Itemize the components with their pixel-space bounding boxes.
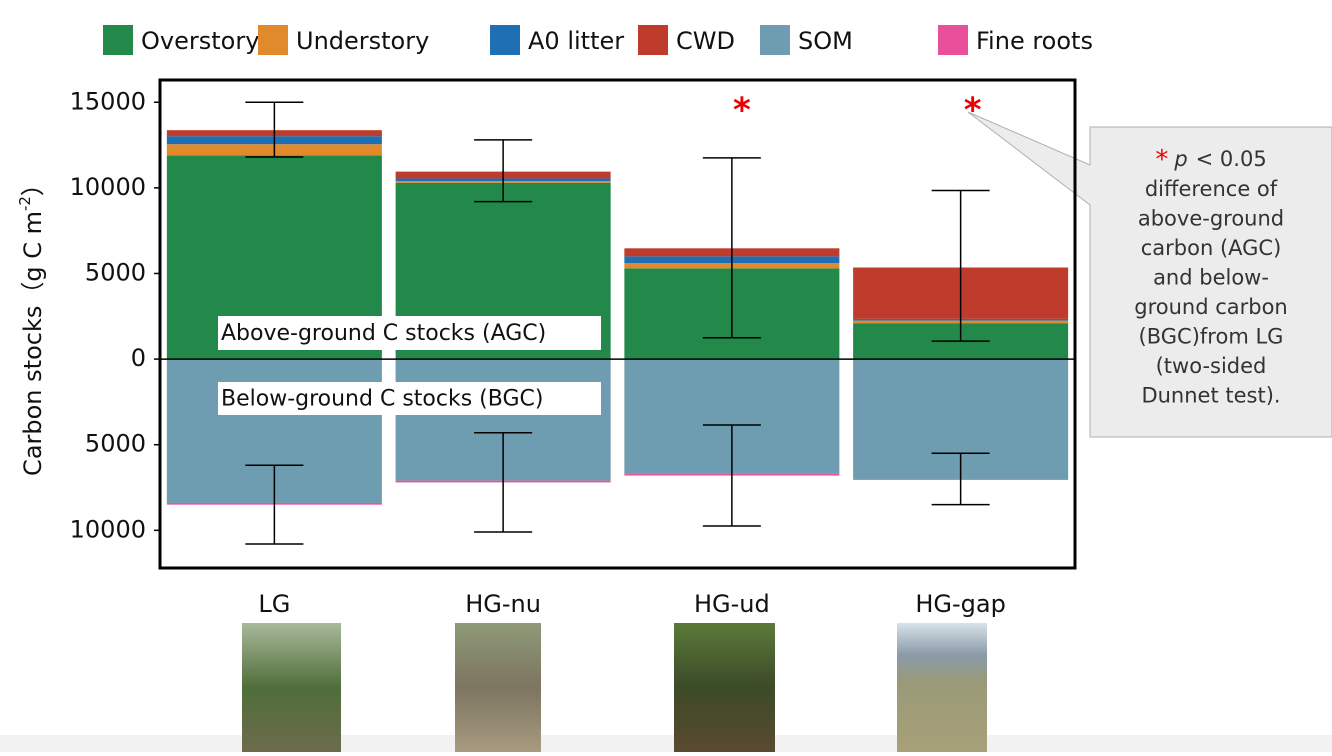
site-photo [897,623,987,752]
x-tick-label: HG-nu [465,590,541,618]
chart: Overstory Understory A0 litter CWD SOM Fine r… [0,0,1332,752]
y-tick-label: 15000 [70,87,146,115]
x-tick-label: HG-gap [915,590,1005,618]
legend-label: A0 litter [528,27,624,55]
annotation: Below-ground C stocks (BGC) [221,387,543,412]
site-photo [674,623,775,752]
note-variable: p [1173,147,1187,171]
y-tick-label: 10000 [70,173,146,201]
significance-marker: * [733,91,751,131]
legend-label: CWD [676,27,735,55]
note-threshold: < 0.05 [1196,147,1267,171]
legend-label: Understory [296,27,429,55]
y-axis-label: Carbon stocks（g C m-2） [16,172,48,476]
legend-swatch [760,25,790,55]
legend-swatch [638,25,668,55]
legend-swatch [258,25,288,55]
y-tick-label: 5000 [85,430,146,458]
footer-band [0,735,1332,752]
legend-label: SOM [798,27,853,55]
legend-swatch [490,25,520,55]
note-line: (BGC)from LG [1139,325,1284,349]
page: {"chart_data": { "type": "stacked-bar", … [0,0,1332,752]
site-photo [242,623,341,752]
legend-label: Overstory [141,27,259,55]
y-tick-label: 0 [131,344,146,372]
note-line: carbon (AGC) [1141,236,1282,260]
legend-swatch [103,25,133,55]
significance-marker: * [964,91,982,131]
x-tick-label: LG [258,590,290,618]
legend-swatch [938,25,968,55]
y-axis-label-close: ） [19,172,47,196]
note-line: (two-sided [1156,354,1267,378]
note-line: Dunnet test). [1141,384,1280,408]
note-line: ground carbon [1134,295,1288,319]
note-line: difference of [1145,177,1278,201]
y-tick-label: 5000 [85,258,146,286]
annotation: Above-ground C stocks (AGC) [221,321,546,346]
note-symbol: * [1155,145,1168,175]
y-tick-label: 10000 [70,515,146,543]
note-line: above-ground [1138,207,1284,231]
y-axis-label-main: Carbon stocks（g C m [19,211,47,476]
site-photo [455,623,541,752]
x-tick-label: HG-ud [694,590,770,618]
note-line: and below- [1153,266,1269,290]
legend-label: Fine roots [976,27,1093,55]
y-axis-label-sup: -2 [16,196,34,211]
